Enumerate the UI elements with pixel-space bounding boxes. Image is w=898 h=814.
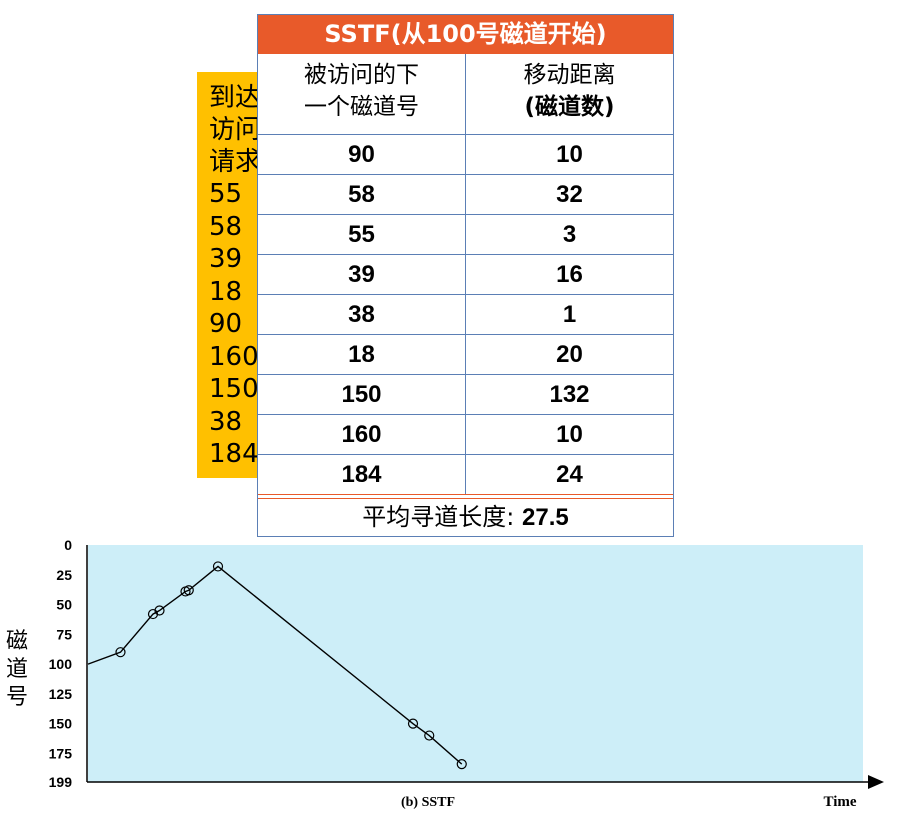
distance-cell: 10 <box>556 421 583 448</box>
y-tick-label: 75 <box>56 626 72 642</box>
average-seek-label: 平均寻道长度: <box>362 503 522 531</box>
average-seek-value: 27.5 <box>522 504 569 531</box>
y-axis-label-char: 号 <box>6 685 29 710</box>
y-tick-label: 175 <box>49 745 73 761</box>
table-row: 58 32 <box>258 175 673 215</box>
y-tick-label: 100 <box>49 656 73 672</box>
seek-points <box>115 561 467 770</box>
requests-title-line: 请求 <box>209 147 262 177</box>
header-line: (磁道数) <box>524 94 615 120</box>
seek-point-90 <box>115 647 126 658</box>
y-tick-label: 150 <box>49 716 73 732</box>
requests-title-line: 到达 <box>209 83 262 113</box>
table-row: 160 10 <box>258 415 673 455</box>
average-seek-length: 平均寻道长度: 27.5 <box>258 499 673 535</box>
seek-path-line <box>87 565 463 765</box>
y-axis-label: 磁 道 号 <box>6 628 36 712</box>
request-item: 18 <box>209 277 243 307</box>
seek-point-38 <box>183 585 194 596</box>
table-title: SSTF(从100号磁道开始) <box>258 15 673 54</box>
y-axis-label-char: 道 <box>6 657 29 682</box>
y-tick-label: 50 <box>56 597 72 613</box>
seek-point-18 <box>212 561 224 572</box>
distance-cell: 16 <box>556 261 583 288</box>
table-row: 55 3 <box>258 215 673 255</box>
request-item: 38 <box>209 407 243 437</box>
chart-caption: (b) SSTF <box>401 795 455 810</box>
distance-cell: 32 <box>556 181 583 208</box>
header-line: 被访问的下 <box>304 62 419 88</box>
track-cell: 38 <box>348 301 375 328</box>
plot-background <box>88 545 863 782</box>
seek-point-184 <box>456 759 467 770</box>
request-item: 58 <box>209 212 243 242</box>
request-item: 39 <box>209 244 243 274</box>
track-cell: 55 <box>348 221 375 248</box>
y-axis-label-char: 磁 <box>6 629 29 654</box>
requests-title-line: 访问 <box>209 115 262 145</box>
track-cell: 39 <box>348 261 375 288</box>
sstf-table: SSTF(从100号磁道开始) 被访问的下 一个磁道号 移动距离 (磁道数) 9… <box>257 14 674 537</box>
seek-point-150 <box>407 718 419 729</box>
table-row: 184 24 <box>258 455 673 495</box>
distance-cell: 10 <box>556 141 583 168</box>
request-item: 150 <box>209 374 259 404</box>
request-item: 90 <box>209 309 243 339</box>
y-tick-label: 125 <box>49 686 73 702</box>
distance-cell: 20 <box>556 341 583 368</box>
table-row: 90 10 <box>258 135 673 175</box>
distance-cell: 3 <box>562 221 577 248</box>
header-move-distance: 移动距离 (磁道数) <box>466 59 673 123</box>
track-cell: 160 <box>341 421 382 448</box>
request-item: 184 <box>209 439 259 469</box>
sstf-chart: 0 25 50 75 100 125 150 175 199 (b) SSTF Time <box>49 537 884 810</box>
table-row: 150 132 <box>258 375 673 415</box>
y-tick-label: 199 <box>49 774 73 790</box>
header-line: 移动距离 <box>523 62 616 88</box>
seek-point-160 <box>424 730 435 741</box>
column-divider <box>465 54 466 494</box>
track-cell: 18 <box>348 341 375 368</box>
request-item: 55 <box>209 179 243 209</box>
distance-cell: 24 <box>556 461 583 488</box>
track-cell: 150 <box>341 381 382 408</box>
double-rule-bottom <box>258 498 673 499</box>
y-tick-labels: 0 25 50 75 100 125 150 175 199 <box>49 537 73 790</box>
y-tick-label: 25 <box>56 567 72 583</box>
request-item: 160 <box>209 342 259 372</box>
header-separator <box>258 134 673 135</box>
header-line: 一个磁道号 <box>304 94 419 120</box>
x-axis-arrow-icon <box>868 775 884 789</box>
x-axis-label: Time <box>823 794 856 810</box>
table-row: 38 1 <box>258 295 673 335</box>
track-cell: 90 <box>348 141 375 168</box>
y-tick-label: 0 <box>64 537 72 553</box>
table-row: 39 16 <box>258 255 673 295</box>
distance-cell: 132 <box>549 381 590 408</box>
header-next-track: 被访问的下 一个磁道号 <box>258 59 465 123</box>
track-cell: 58 <box>348 181 375 208</box>
double-rule-top <box>258 494 673 495</box>
table-row: 18 20 <box>258 335 673 375</box>
track-cell: 184 <box>341 461 382 488</box>
distance-cell: 1 <box>562 301 577 328</box>
seek-point-55 <box>154 605 165 616</box>
